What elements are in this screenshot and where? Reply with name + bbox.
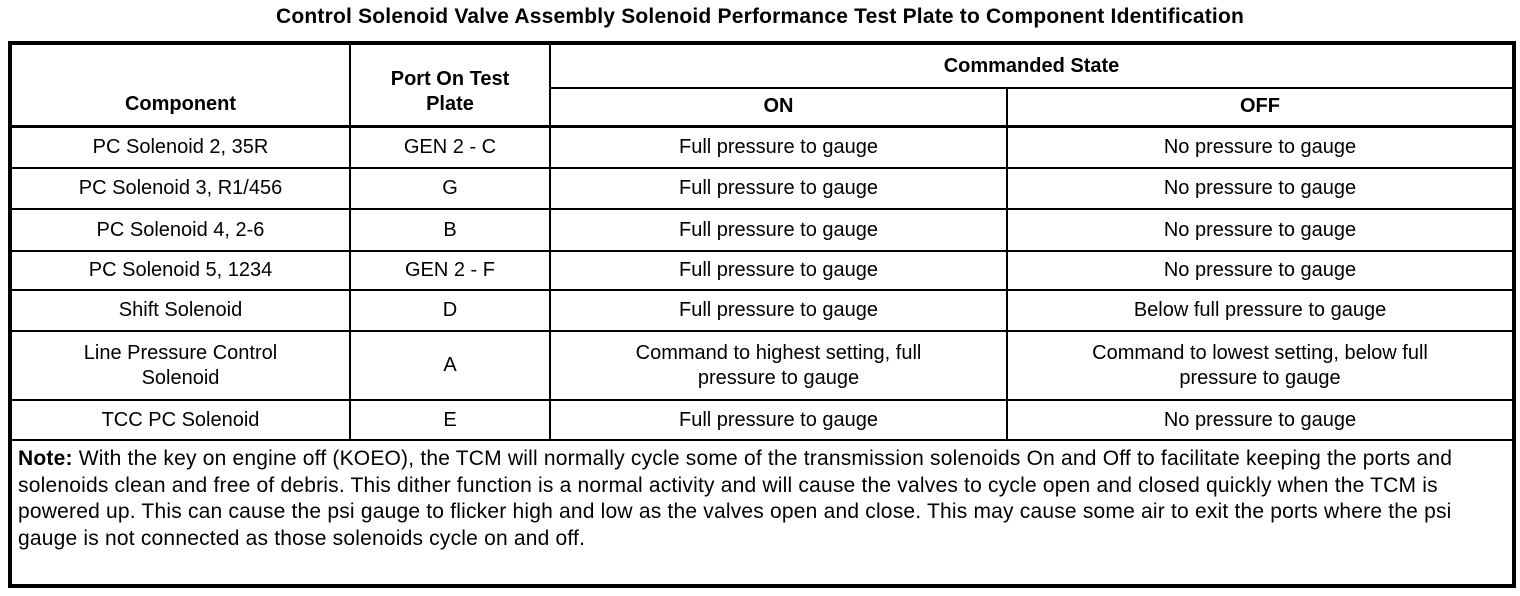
page-title: Control Solenoid Valve Assembly Solenoid… xyxy=(275,5,1245,28)
component-cell: PC Solenoid 3, R1/456 xyxy=(9,167,351,210)
port-cell: GEN 2 - C xyxy=(349,125,551,169)
table-row: Shift Solenoid D Full pressure to gauge … xyxy=(9,289,1515,332)
off-cell: No pressure to gauge xyxy=(1006,125,1515,169)
note-row: Note: With the key on engine off (KOEO),… xyxy=(9,439,1515,587)
off-cell: No pressure to gauge xyxy=(1006,208,1515,252)
header-row-sub: ON OFF xyxy=(10,87,1515,128)
off-cell-text: Command to lowest setting, below full pr… xyxy=(1092,341,1428,389)
column-header-port-label: Port On Test Plate xyxy=(390,67,510,115)
port-cell: E xyxy=(349,399,551,441)
on-cell: Full pressure to gauge xyxy=(549,125,1008,169)
column-header-component-label: Component xyxy=(124,92,237,115)
table-row: PC Solenoid 2, 35R GEN 2 - C Full pressu… xyxy=(9,125,1515,169)
table-row: PC Solenoid 3, R1/456 G Full pressure to… xyxy=(9,167,1515,210)
component-cell-text: Line Pressure Control Solenoid xyxy=(83,341,278,389)
port-cell: D xyxy=(349,289,551,332)
component-cell: TCC PC Solenoid xyxy=(9,399,351,441)
port-cell: G xyxy=(349,167,551,210)
on-cell: Full pressure to gauge xyxy=(549,250,1008,291)
off-cell: Below full pressure to gauge xyxy=(1006,289,1515,332)
component-cell: Line Pressure Control Solenoid xyxy=(9,330,351,401)
on-cell: Full pressure to gauge xyxy=(549,399,1008,441)
on-cell: Full pressure to gauge xyxy=(549,289,1008,332)
component-cell: PC Solenoid 4, 2-6 xyxy=(9,208,351,252)
column-header-off: OFF xyxy=(1006,87,1515,128)
off-cell: No pressure to gauge xyxy=(1006,399,1515,441)
table-row: TCC PC Solenoid E Full pressure to gauge… xyxy=(9,399,1515,441)
port-cell: A xyxy=(349,330,551,401)
header-row-top: Component Port On Test Plate Commanded S… xyxy=(9,42,1515,128)
column-header-on: ON xyxy=(549,87,1008,128)
note-cell: Note: With the key on engine off (KOEO),… xyxy=(9,439,1515,587)
column-header-port: Port On Test Plate xyxy=(349,42,551,128)
solenoid-performance-table: Component Port On Test Plate Commanded S… xyxy=(8,41,1516,588)
note-label: Note: xyxy=(18,447,73,470)
on-cell: Full pressure to gauge xyxy=(549,167,1008,210)
off-cell: Command to lowest setting, below full pr… xyxy=(1006,330,1515,401)
off-cell: No pressure to gauge xyxy=(1006,250,1515,291)
column-header-commanded-state: Commanded State xyxy=(549,42,1515,89)
on-cell-text: Command to highest setting, full pressur… xyxy=(635,341,922,389)
on-cell: Full pressure to gauge xyxy=(549,208,1008,252)
component-cell: Shift Solenoid xyxy=(9,289,351,332)
port-cell: B xyxy=(349,208,551,252)
table-row: PC Solenoid 4, 2-6 B Full pressure to ga… xyxy=(9,208,1515,252)
component-cell: PC Solenoid 2, 35R xyxy=(9,125,351,169)
port-cell: GEN 2 - F xyxy=(349,250,551,291)
component-cell: PC Solenoid 5, 1234 xyxy=(9,250,351,291)
table-row: PC Solenoid 5, 1234 GEN 2 - F Full press… xyxy=(9,250,1515,291)
table-row: Line Pressure Control Solenoid A Command… xyxy=(9,330,1515,401)
note-text: With the key on engine off (KOEO), the T… xyxy=(18,447,1453,550)
off-cell: No pressure to gauge xyxy=(1006,167,1515,210)
on-cell: Command to highest setting, full pressur… xyxy=(549,330,1008,401)
column-header-component: Component xyxy=(9,42,351,128)
